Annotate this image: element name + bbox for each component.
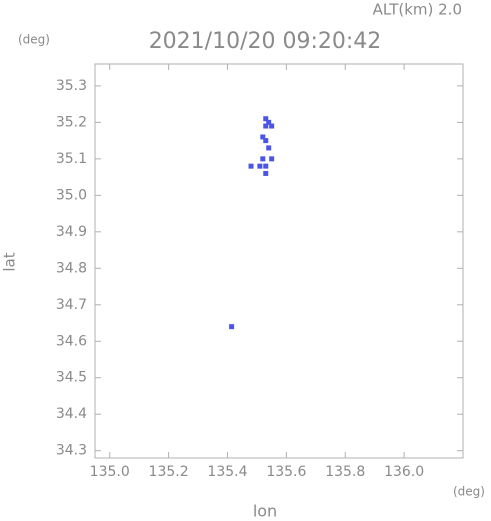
x-tick-label: 135.2: [149, 464, 189, 480]
y-tick-label: 34.7: [56, 297, 87, 313]
y-tick-label: 35.0: [56, 187, 87, 203]
data-point: [269, 123, 275, 129]
y-tick-label: 34.4: [56, 406, 87, 422]
x-tick-label: 136.0: [384, 464, 424, 480]
data-point: [257, 163, 263, 169]
x-unit: (deg): [453, 485, 485, 499]
data-point: [229, 324, 235, 330]
data-point: [263, 123, 269, 129]
altitude-label: ALT(km) 2.0: [373, 1, 462, 19]
data-point: [263, 163, 269, 169]
y-tick-label: 34.3: [56, 443, 87, 459]
chart-title: 2021/10/20 09:20:42: [149, 29, 382, 54]
x-tick-label: 135.6: [266, 464, 306, 480]
plot-frame: [94, 63, 464, 459]
y-tick-label: 35.2: [56, 114, 87, 130]
y-tick-label: 34.8: [56, 260, 87, 276]
x-tick-label: 135.0: [90, 464, 130, 480]
data-point: [263, 170, 269, 176]
y-tick-label: 35.1: [56, 151, 87, 167]
x-axis-label: lon: [253, 502, 277, 521]
y-axis-label: lat: [1, 252, 19, 271]
y-tick-label: 34.6: [56, 333, 87, 349]
data-point: [266, 145, 272, 151]
data-point: [263, 138, 269, 144]
x-tick-label: 135.4: [207, 464, 247, 480]
y-tick-label: 35.3: [56, 78, 87, 94]
y-tick-label: 34.5: [56, 370, 87, 386]
x-tick-label: 135.8: [325, 464, 365, 480]
data-point: [248, 163, 254, 169]
data-point: [266, 119, 272, 125]
y-tick-label: 34.9: [56, 224, 87, 240]
data-point: [263, 116, 269, 122]
data-point: [260, 134, 266, 140]
y-unit: (deg): [18, 33, 50, 47]
data-point: [269, 156, 275, 162]
data-point: [260, 156, 266, 162]
